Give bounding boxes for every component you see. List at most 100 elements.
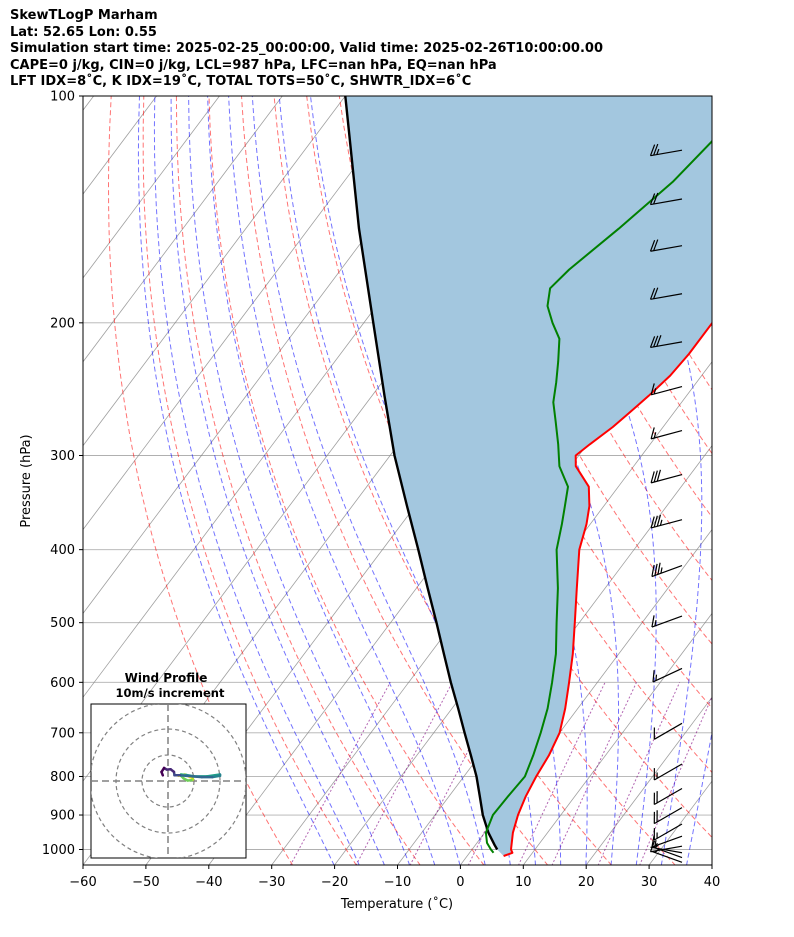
wind-barb-feather bbox=[649, 336, 656, 348]
wind-barb-feather bbox=[651, 564, 655, 577]
hodograph bbox=[91, 704, 246, 858]
moist-adiabat bbox=[737, 96, 794, 866]
y-tick-label: 600 bbox=[50, 676, 75, 691]
y-tick-label: 300 bbox=[50, 449, 75, 464]
wind-barb-feather bbox=[653, 470, 658, 483]
wind-barb bbox=[650, 427, 683, 440]
wind-barb-staff bbox=[650, 245, 683, 252]
moist-adiabat bbox=[207, 96, 436, 865]
wind-barb-staff bbox=[653, 788, 683, 806]
moist-adiabat bbox=[137, 96, 335, 865]
x-axis-label: Temperature (˚C) bbox=[340, 896, 453, 912]
wind-barb bbox=[649, 143, 683, 157]
dry-adiabat bbox=[273, 96, 612, 865]
isotherm-line bbox=[522, 612, 712, 865]
x-tick-label: −60 bbox=[69, 875, 96, 890]
isotherm-line bbox=[775, 96, 794, 865]
wind-barb-feather bbox=[653, 143, 659, 156]
wind-barb bbox=[649, 287, 683, 300]
lift-indices-line: LFT IDX=8˚C, K IDX=19˚C, TOTAL TOTS=50˚C… bbox=[10, 74, 472, 89]
wind-barb-feather bbox=[654, 619, 657, 627]
moist-adiabat bbox=[188, 96, 411, 865]
mixing-ratio-line bbox=[409, 682, 504, 865]
isotherm-line bbox=[83, 96, 346, 447]
y-tick-label: 800 bbox=[50, 770, 75, 785]
moist-adiabat bbox=[251, 96, 486, 865]
moist-adiabat bbox=[711, 861, 712, 865]
inset-title: Wind Profile bbox=[125, 671, 208, 685]
wind-barb-feather bbox=[649, 193, 656, 205]
wind-barb-feather bbox=[653, 239, 659, 251]
wind-barb bbox=[649, 335, 683, 349]
wind-barb-staff bbox=[650, 385, 683, 396]
wind-barb-feather bbox=[653, 432, 657, 439]
wind-barb-staff bbox=[650, 430, 683, 440]
chart-title-block: SkewTLogP Marham Lat: 52.65 Lon: 0.55 Si… bbox=[10, 8, 603, 91]
y-tick-label: 100 bbox=[50, 90, 75, 105]
wind-barb-feather bbox=[656, 335, 662, 347]
wind-barb-staff bbox=[651, 850, 683, 863]
wind-barb-feather bbox=[654, 563, 658, 576]
wind-barb-staff bbox=[650, 341, 683, 349]
isotherm-line bbox=[585, 696, 712, 865]
wind-barb bbox=[650, 514, 683, 529]
y-axis-label: Pressure (hPa) bbox=[19, 434, 34, 527]
mixing-ratio-line bbox=[289, 682, 391, 865]
wind-barb bbox=[649, 239, 683, 252]
wind-barb-staff bbox=[651, 835, 683, 848]
wind-barb-feather bbox=[653, 192, 659, 205]
wind-barb-feather bbox=[654, 840, 657, 847]
wind-barb-feather bbox=[653, 388, 657, 395]
wind-barb-feather bbox=[656, 148, 660, 155]
wind-barb-feather bbox=[653, 335, 659, 348]
wind-barb-feather bbox=[653, 515, 658, 528]
x-tick-label: 20 bbox=[578, 875, 595, 890]
wind-barb bbox=[653, 807, 683, 825]
moist-adiabat bbox=[153, 96, 360, 865]
wind-barb-feather bbox=[660, 567, 663, 574]
stability-indices-line: CAPE=0 j/kg, CIN=0 j/kg, LCL=987 hPa, LF… bbox=[10, 57, 497, 73]
x-tick-label: 10 bbox=[515, 875, 532, 890]
wind-barb-staff bbox=[650, 293, 683, 300]
wind-barb-feather bbox=[656, 469, 662, 482]
hodograph-segment bbox=[191, 775, 204, 779]
wind-barb-feather bbox=[649, 144, 656, 156]
temperature-line bbox=[503, 321, 712, 857]
hodograph-segment bbox=[160, 770, 165, 777]
x-tick-label: −40 bbox=[195, 875, 222, 890]
wind-profile-inset: Wind Profile 10m/s increment bbox=[90, 671, 247, 859]
wind-barb bbox=[652, 667, 683, 683]
wind-barb-staff bbox=[651, 565, 683, 578]
wind-barb bbox=[649, 192, 683, 206]
wind-barb-staff bbox=[650, 473, 683, 484]
dry-adiabat bbox=[763, 96, 794, 866]
wind-barb-feather bbox=[649, 288, 656, 300]
isotherm-line bbox=[711, 864, 712, 865]
wind-barb-staff bbox=[652, 667, 683, 683]
x-tick-label: −10 bbox=[384, 875, 411, 890]
wind-barb-feather bbox=[650, 516, 655, 529]
isotherm-line bbox=[83, 96, 220, 279]
wind-barb-feather bbox=[653, 287, 659, 299]
dry-adiabat bbox=[107, 96, 294, 865]
wind-barb-staff bbox=[653, 722, 683, 740]
cin-shaded-area bbox=[345, 96, 712, 856]
wind-barb-feather bbox=[650, 471, 655, 484]
wind-barb-staff bbox=[650, 845, 683, 853]
wind-barb-feather bbox=[655, 674, 658, 681]
wind-barb bbox=[653, 823, 683, 841]
wind-barb-feather bbox=[657, 562, 661, 575]
wind-barb-staff bbox=[650, 846, 683, 854]
wind-barb-staff bbox=[653, 823, 683, 841]
y-tick-label: 700 bbox=[50, 726, 75, 741]
isotherm-line bbox=[334, 361, 712, 865]
moist-adiabat bbox=[228, 96, 461, 865]
wind-barb-feather bbox=[650, 383, 655, 395]
time-line: Simulation start time: 2025-02-25_00:00:… bbox=[10, 41, 603, 56]
wind-barb-feather bbox=[659, 519, 663, 526]
y-tick-label: 500 bbox=[50, 616, 75, 631]
x-tick-label: 0 bbox=[456, 875, 464, 890]
wind-barb-staff bbox=[650, 198, 683, 206]
x-tick-label: −20 bbox=[321, 875, 348, 890]
x-tick-label: −50 bbox=[132, 875, 159, 890]
